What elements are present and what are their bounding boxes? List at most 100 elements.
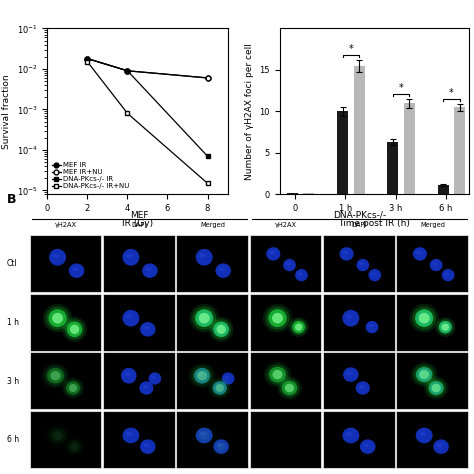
Ellipse shape: [416, 367, 433, 383]
Ellipse shape: [346, 371, 352, 375]
Bar: [404, 103, 415, 194]
Text: Merged: Merged: [200, 222, 225, 228]
Ellipse shape: [416, 310, 433, 327]
Ellipse shape: [413, 365, 435, 385]
Ellipse shape: [292, 321, 305, 333]
Ellipse shape: [199, 431, 210, 440]
Ellipse shape: [194, 368, 210, 383]
Ellipse shape: [342, 428, 359, 443]
Ellipse shape: [356, 381, 370, 395]
Ellipse shape: [213, 381, 227, 395]
Ellipse shape: [339, 247, 354, 261]
Text: B: B: [7, 193, 17, 206]
Ellipse shape: [210, 379, 229, 397]
Text: DNA-PKcs-/-: DNA-PKcs-/-: [333, 211, 386, 220]
Ellipse shape: [412, 307, 436, 330]
Y-axis label: Survival fraction: Survival fraction: [2, 74, 11, 149]
Bar: [387, 142, 398, 194]
Ellipse shape: [295, 323, 302, 331]
Ellipse shape: [199, 432, 206, 436]
Ellipse shape: [277, 376, 302, 400]
Ellipse shape: [69, 384, 77, 392]
Ellipse shape: [416, 251, 421, 254]
Ellipse shape: [439, 321, 452, 333]
Ellipse shape: [272, 313, 283, 324]
Ellipse shape: [415, 309, 433, 327]
Ellipse shape: [217, 325, 226, 334]
Ellipse shape: [410, 304, 439, 332]
Ellipse shape: [416, 428, 433, 443]
Ellipse shape: [216, 385, 221, 388]
Legend: MEF IR, MEF IR+NU, DNA-PKcs-/- IR, DNA-PKcs-/- IR+NU: MEF IR, MEF IR+NU, DNA-PKcs-/- IR, DNA-P…: [51, 161, 130, 191]
Text: *: *: [348, 44, 353, 54]
Ellipse shape: [197, 371, 207, 380]
Text: Ctl: Ctl: [7, 259, 18, 268]
Text: DAPI: DAPI: [352, 222, 367, 228]
Ellipse shape: [363, 443, 369, 447]
Ellipse shape: [122, 310, 139, 327]
Bar: [354, 66, 365, 194]
Ellipse shape: [371, 273, 376, 275]
Ellipse shape: [139, 381, 154, 395]
Ellipse shape: [426, 379, 446, 397]
Ellipse shape: [199, 254, 206, 258]
Ellipse shape: [217, 443, 225, 451]
Ellipse shape: [419, 370, 429, 379]
Ellipse shape: [140, 322, 155, 337]
Ellipse shape: [62, 377, 84, 399]
Ellipse shape: [429, 381, 443, 395]
Ellipse shape: [295, 269, 308, 281]
Ellipse shape: [424, 376, 448, 400]
Text: MEF: MEF: [130, 211, 149, 220]
Ellipse shape: [419, 313, 429, 324]
Ellipse shape: [143, 443, 149, 447]
Ellipse shape: [264, 362, 291, 387]
Ellipse shape: [53, 431, 63, 440]
Ellipse shape: [289, 317, 309, 337]
Ellipse shape: [196, 428, 213, 443]
Ellipse shape: [46, 307, 70, 330]
Ellipse shape: [198, 372, 204, 376]
Ellipse shape: [268, 309, 287, 327]
Ellipse shape: [213, 321, 229, 337]
Ellipse shape: [419, 371, 426, 375]
Ellipse shape: [413, 247, 427, 261]
X-axis label: Time post IR (h): Time post IR (h): [338, 219, 410, 228]
Ellipse shape: [189, 363, 216, 388]
Ellipse shape: [273, 370, 283, 379]
Ellipse shape: [442, 269, 455, 281]
Text: γH2AX: γH2AX: [275, 222, 297, 228]
Ellipse shape: [192, 307, 216, 330]
Ellipse shape: [64, 379, 82, 397]
Ellipse shape: [359, 385, 364, 388]
Ellipse shape: [219, 267, 225, 271]
Ellipse shape: [67, 440, 82, 453]
Ellipse shape: [342, 251, 348, 254]
Ellipse shape: [286, 262, 291, 265]
Text: *: *: [449, 88, 454, 98]
Text: 3 h: 3 h: [7, 377, 19, 386]
Ellipse shape: [196, 428, 213, 443]
Ellipse shape: [50, 371, 61, 380]
Ellipse shape: [145, 267, 152, 271]
Bar: [303, 192, 314, 194]
Ellipse shape: [263, 304, 292, 332]
Ellipse shape: [280, 379, 300, 397]
Y-axis label: Number of γH2AX foci per cell: Number of γH2AX foci per cell: [245, 43, 254, 180]
Ellipse shape: [291, 319, 307, 335]
Ellipse shape: [142, 264, 158, 278]
Text: γH2AX: γH2AX: [55, 222, 77, 228]
Ellipse shape: [428, 381, 444, 395]
Ellipse shape: [368, 269, 381, 281]
Ellipse shape: [70, 443, 79, 451]
Ellipse shape: [360, 439, 375, 454]
Ellipse shape: [431, 383, 441, 392]
Ellipse shape: [214, 440, 228, 453]
Ellipse shape: [142, 385, 148, 388]
Bar: [287, 192, 298, 194]
Ellipse shape: [211, 319, 231, 339]
Ellipse shape: [191, 365, 213, 386]
Ellipse shape: [213, 381, 227, 395]
Ellipse shape: [416, 367, 432, 382]
Ellipse shape: [213, 439, 229, 454]
